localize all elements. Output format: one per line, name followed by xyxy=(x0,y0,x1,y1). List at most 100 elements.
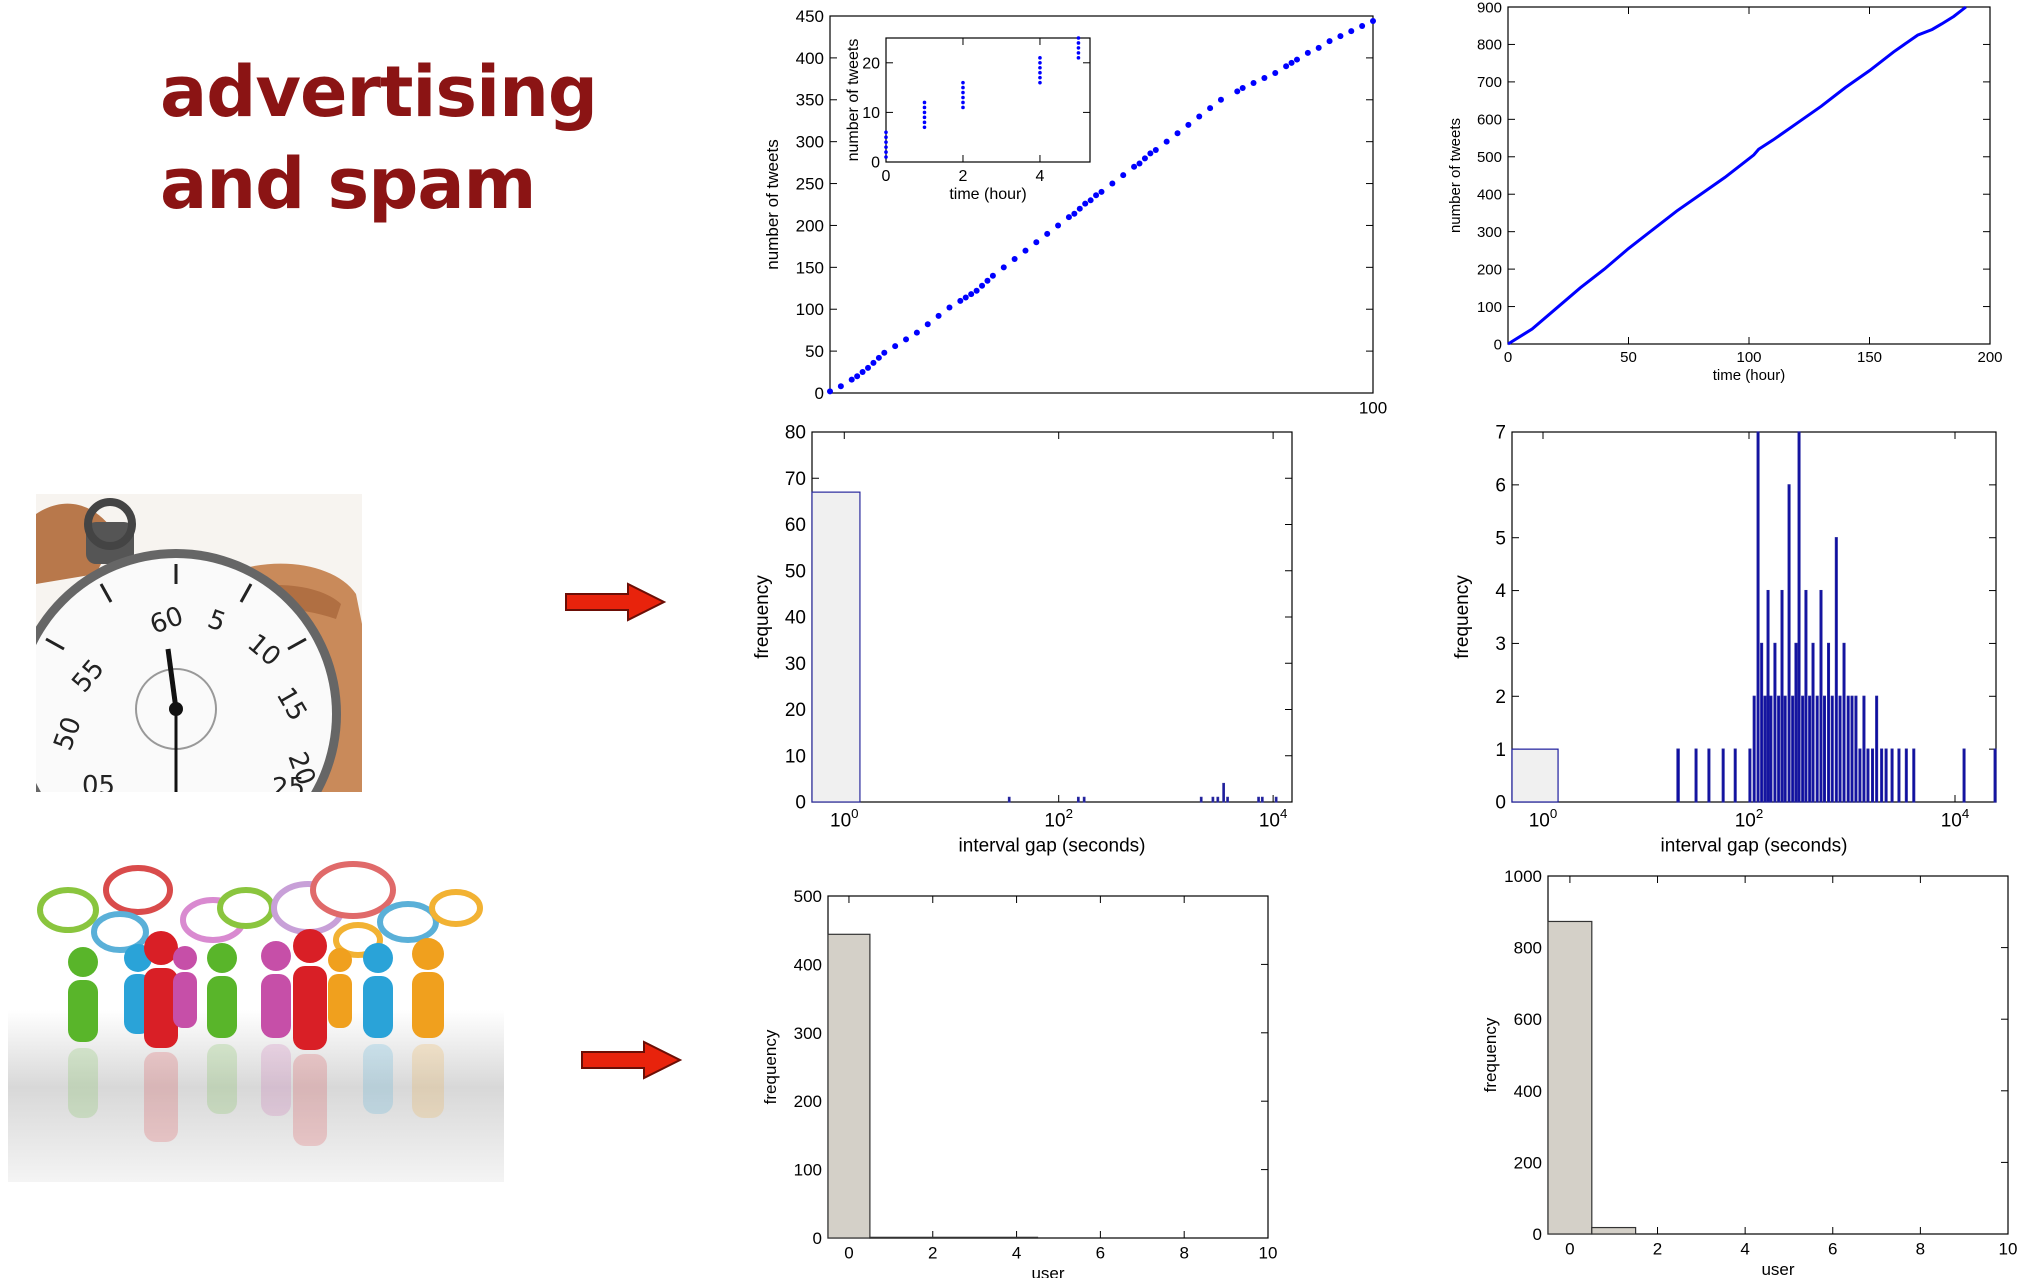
x-tick-label: 2 xyxy=(1653,1239,1662,1258)
data-point xyxy=(957,297,964,304)
data-point xyxy=(1283,63,1290,70)
data-point xyxy=(1000,264,1007,271)
histogram-bar xyxy=(1199,796,1203,803)
data-point xyxy=(922,125,927,130)
y-tick-label: 100 xyxy=(796,300,824,319)
y-tick-label: 20 xyxy=(862,55,880,72)
x-axis-label: interval gap (seconds) xyxy=(959,835,1146,856)
y-tick-label: 40 xyxy=(785,608,806,629)
data-point xyxy=(961,90,965,95)
data-point xyxy=(1033,239,1040,246)
data-point xyxy=(961,105,965,110)
data-point xyxy=(961,80,965,85)
x-tick-label: 100 xyxy=(1359,398,1387,417)
histogram-bar xyxy=(1797,431,1801,803)
histogram-bars xyxy=(827,933,1039,1239)
data-point xyxy=(884,140,888,144)
data-point xyxy=(1055,222,1062,229)
x-tick-label: 100 xyxy=(1529,806,1558,832)
data-point xyxy=(1250,80,1257,87)
x-axis-label: user xyxy=(1031,1264,1064,1278)
data-point xyxy=(1174,130,1181,137)
histogram-bar xyxy=(1827,642,1831,803)
histogram-bar xyxy=(1511,748,1559,803)
histogram-bar xyxy=(1912,748,1916,803)
svg-text:05: 05 xyxy=(82,771,115,792)
y-tick-label: 30 xyxy=(785,654,806,675)
histogram-bar xyxy=(1211,796,1215,803)
data-point xyxy=(892,343,899,350)
histogram-bar xyxy=(1993,748,1997,803)
data-point xyxy=(884,135,888,139)
y-tick-label: 4 xyxy=(1495,581,1506,602)
y-tick-label: 350 xyxy=(796,91,824,110)
histogram-bar xyxy=(1676,748,1680,803)
data-point xyxy=(946,304,953,311)
histogram-bars xyxy=(811,491,1278,803)
data-point xyxy=(848,376,855,383)
data-point xyxy=(875,354,882,361)
arrow-right-icon xyxy=(581,1040,683,1080)
slide-title-line-1: advertising xyxy=(160,51,598,133)
histogram-bar xyxy=(1752,695,1756,803)
y-tick-label: 200 xyxy=(796,216,824,235)
histogram-bar xyxy=(1216,796,1220,803)
histogram-bar xyxy=(1838,695,1842,803)
data-point xyxy=(1196,113,1203,120)
x-tick-label: 102 xyxy=(1735,806,1764,832)
data-point xyxy=(884,145,888,149)
data-point xyxy=(1234,88,1241,95)
histogram-bar xyxy=(1591,1226,1637,1235)
y-tick-label: 200 xyxy=(1514,1153,1542,1172)
data-point xyxy=(1044,230,1051,237)
scatter-series xyxy=(884,36,1081,159)
y-tick-label: 6 xyxy=(1495,476,1506,497)
histogram-bar xyxy=(1760,642,1764,803)
histogram-bar xyxy=(1780,589,1784,803)
data-point xyxy=(968,291,975,298)
y-tick-label: 150 xyxy=(796,258,824,277)
y-tick-label: 800 xyxy=(1514,939,1542,958)
y-tick-label: 70 xyxy=(785,469,806,490)
y-tick-label: 1000 xyxy=(1504,867,1542,886)
y-tick-label: 0 xyxy=(815,384,824,403)
y-tick-label: 300 xyxy=(1477,224,1502,241)
data-point xyxy=(1038,61,1042,65)
histogram-bar xyxy=(1733,748,1737,803)
x-tick-label: 50 xyxy=(1620,349,1637,366)
y-tick-label: 600 xyxy=(1477,112,1502,129)
histogram-bar xyxy=(1222,782,1225,803)
data-point xyxy=(884,155,888,159)
data-point xyxy=(1315,44,1322,51)
y-tick-label: 300 xyxy=(796,133,824,152)
y-tick-label: 800 xyxy=(1477,37,1502,54)
data-point xyxy=(1348,28,1355,35)
histogram-bar xyxy=(827,933,871,1239)
histogram-bar xyxy=(1858,748,1862,803)
y-tick-label: 200 xyxy=(794,1092,822,1111)
histogram-bar xyxy=(1260,796,1264,803)
histogram-bar xyxy=(811,491,861,803)
histogram-bar xyxy=(869,1236,1039,1239)
data-point xyxy=(1038,56,1042,60)
inset-background xyxy=(886,38,1090,162)
data-point xyxy=(922,120,927,125)
y-axis-label: number of tweets xyxy=(763,139,782,269)
histogram-bar xyxy=(1842,642,1846,803)
histogram-bar xyxy=(1880,748,1884,803)
histogram-bars xyxy=(1547,920,1637,1235)
data-point xyxy=(1147,150,1154,157)
histogram-bar xyxy=(1721,748,1725,803)
x-tick-label: 8 xyxy=(1179,1243,1188,1262)
x-tick-label: 4 xyxy=(1036,168,1045,185)
y-tick-label: 50 xyxy=(805,342,824,361)
data-point xyxy=(1163,138,1170,145)
data-point xyxy=(1337,33,1344,40)
y-tick-label: 500 xyxy=(794,887,822,906)
data-point xyxy=(1217,96,1224,103)
y-tick-label: 100 xyxy=(794,1161,822,1180)
histogram-bar xyxy=(1815,695,1819,803)
histogram-bar xyxy=(1748,748,1752,803)
data-point xyxy=(922,105,927,110)
